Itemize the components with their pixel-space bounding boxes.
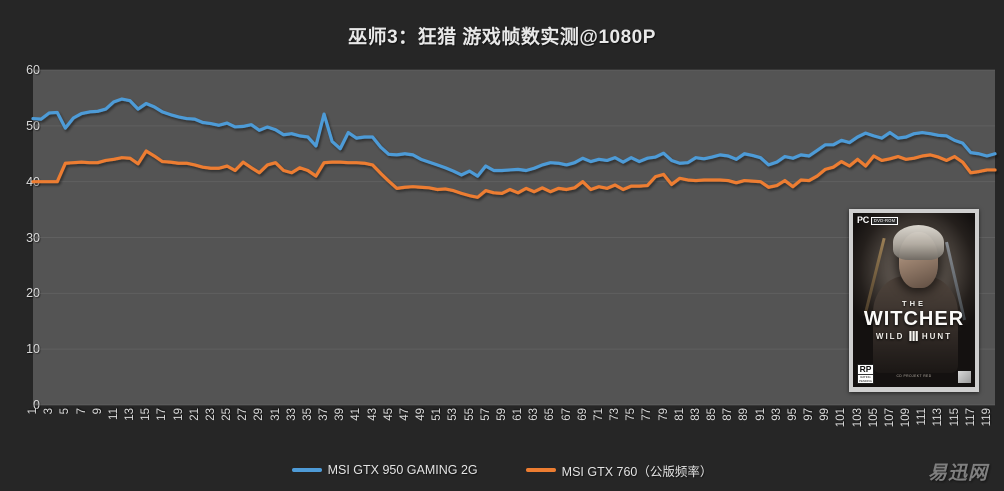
- x-axis-tick-label: 111: [916, 408, 929, 426]
- plot-area: 0 10 20 30 40 50 60: [0, 60, 1004, 412]
- x-axis-tick-label: 89: [738, 408, 751, 421]
- esrb-rating-badge: RP RATING PENDING: [857, 364, 874, 384]
- boxart-numeral: III: [908, 328, 918, 345]
- boxart-title-block: THE WITCHER WILD III HUNT: [853, 299, 975, 345]
- boxart-artwork: PC DVD-ROM THE WITCHER WILD III HUNT CD …: [853, 213, 975, 387]
- boxart-subtitle: WILD III HUNT: [853, 328, 975, 345]
- x-axis-tick-label: 31: [269, 408, 282, 421]
- x-axis-tick-label: 73: [609, 408, 622, 421]
- x-axis-tick-label: 71: [592, 408, 605, 421]
- boxart-the: THE: [902, 299, 926, 308]
- x-axis-tick-label: 3: [43, 408, 56, 415]
- x-axis-tick-label: 47: [398, 408, 411, 421]
- x-axis-tick-label: 37: [318, 408, 331, 421]
- chart-legend: MSI GTX 950 GAMING 2G MSI GTX 760（公版频率）: [0, 456, 1004, 484]
- x-axis-tick-label: 59: [495, 408, 508, 421]
- esrb-letter: RP: [859, 364, 872, 374]
- x-axis-tick-label: 25: [221, 408, 234, 421]
- legend-label-gtx950: MSI GTX 950 GAMING 2G: [327, 463, 478, 477]
- x-axis-tick-label: 33: [285, 408, 298, 421]
- x-axis-tick-label: 41: [350, 408, 363, 421]
- legend-swatch-orange: [525, 468, 556, 472]
- series-line-gtx950: [31, 97, 997, 178]
- x-axis-tick-label: 83: [689, 408, 702, 421]
- boxart-publisher: CD PROJEKT RED: [896, 374, 932, 378]
- boxart-hunt: HUNT: [921, 332, 953, 341]
- game-boxart: PC DVD-ROM THE WITCHER WILD III HUNT CD …: [849, 209, 979, 392]
- legend-swatch-blue: [291, 468, 322, 472]
- x-axis-tick-label: 97: [803, 408, 816, 421]
- boxart-wild: WILD: [875, 332, 905, 341]
- x-axis-tick-label: 51: [431, 408, 444, 421]
- x-axis-tick-label: 43: [366, 408, 379, 421]
- x-axis-tick-label: 1: [27, 408, 39, 415]
- x-axis-tick-label: 91: [754, 408, 767, 421]
- x-axis-tick-label: 115: [948, 408, 961, 427]
- x-axis: 1 3 5 7 9 11 13 15 17 19 21 23 25 27 29 31 33 35 37 39 41 43 4…: [27, 408, 995, 452]
- x-axis-tick-label: 57: [479, 408, 492, 421]
- x-axis-tick-label: 107: [883, 408, 896, 428]
- x-axis-tick-label: 49: [415, 408, 428, 421]
- publisher-logo-icon: [958, 371, 971, 383]
- character-hair: [893, 225, 945, 260]
- x-axis-tick-label: 87: [722, 408, 735, 421]
- x-axis-tick-label: 67: [560, 408, 573, 421]
- x-axis-tick-label: 77: [641, 408, 654, 421]
- x-axis-tick-label: 17: [156, 408, 169, 421]
- x-axis-tick-label: 75: [625, 408, 638, 421]
- legend-item-gtx760[interactable]: MSI GTX 760（公版频率）: [525, 461, 713, 480]
- x-axis-tick-label: 45: [382, 408, 395, 421]
- x-axis-tick-label: 109: [900, 408, 913, 428]
- x-axis-tick-label: 39: [334, 408, 347, 421]
- x-axis-tick-label: 113: [932, 408, 945, 427]
- x-axis-tick-label: 21: [188, 408, 201, 421]
- x-axis-tick-label: 69: [576, 408, 589, 421]
- x-axis-tick-label: 11: [107, 408, 120, 420]
- x-axis-tick-label: 61: [512, 408, 525, 421]
- legend-label-gtx760: MSI GTX 760（公版频率）: [561, 464, 713, 479]
- x-axis-tick-label: 117: [964, 408, 977, 427]
- x-axis-tick-label: 85: [706, 408, 719, 421]
- x-axis-tick-label: 19: [172, 408, 185, 421]
- x-axis-tick-label: 119: [980, 408, 993, 427]
- x-axis-tick-label: 27: [237, 408, 250, 421]
- series-lines: [31, 97, 997, 199]
- x-axis-tick-label: 53: [447, 408, 460, 421]
- chart-svg: [31, 69, 997, 406]
- x-axis-tick-label: 7: [75, 408, 88, 415]
- legend-item-gtx950[interactable]: MSI GTX 950 GAMING 2G: [291, 463, 478, 477]
- x-axis-tick-label: 101: [835, 408, 848, 428]
- x-axis-tick-label: 99: [819, 408, 832, 421]
- x-axis-tick-label: 79: [657, 408, 670, 421]
- x-axis-tick-label: 105: [867, 408, 880, 428]
- x-axis-tick-label: 65: [544, 408, 557, 421]
- x-axis-tick-label: 63: [528, 408, 541, 421]
- boxart-witcher: WITCHER: [863, 308, 965, 330]
- x-axis-tick-label: 23: [204, 408, 217, 421]
- platform-badge: PC DVD-ROM: [857, 215, 899, 225]
- x-axis-tick-label: 35: [301, 408, 314, 421]
- x-axis-tick-label: 93: [770, 408, 783, 421]
- series-line-gtx760: [31, 149, 997, 199]
- x-axis-tick-label: 81: [673, 408, 686, 421]
- x-axis-tick-label: 5: [59, 408, 72, 415]
- character-body: [872, 275, 958, 374]
- page-title: 巫师3：狂猎 游戏帧数实测@1080P: [348, 27, 656, 48]
- platform-label: PC: [857, 215, 869, 225]
- x-axis-tick-label: 103: [851, 408, 864, 428]
- x-axis-tick-label: 95: [786, 408, 799, 421]
- site-watermark: 易迅网: [927, 463, 988, 484]
- x-axis-tick-label: 13: [124, 408, 136, 421]
- x-axis-tick-label: 55: [463, 408, 476, 421]
- esrb-note: RATING PENDING: [858, 374, 873, 383]
- x-axis-tick-label: 29: [253, 408, 266, 421]
- media-label: DVD-ROM: [870, 216, 899, 225]
- x-axis-tick-label: 15: [140, 408, 153, 421]
- x-axis-tick-label: 9: [91, 408, 104, 415]
- gridlines: [33, 69, 995, 406]
